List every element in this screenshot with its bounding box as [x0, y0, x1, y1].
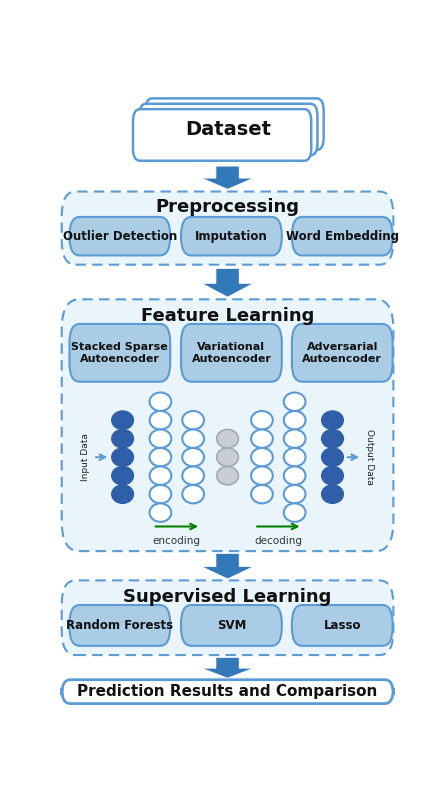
- Text: Output Data: Output Data: [365, 430, 374, 485]
- Text: SVM: SVM: [217, 619, 246, 632]
- Ellipse shape: [321, 448, 343, 466]
- Ellipse shape: [284, 430, 305, 448]
- Text: Adversarial
Autoencoder: Adversarial Autoencoder: [302, 342, 382, 364]
- Ellipse shape: [182, 485, 204, 503]
- Ellipse shape: [284, 448, 305, 466]
- Ellipse shape: [150, 430, 171, 448]
- Ellipse shape: [284, 485, 305, 503]
- FancyBboxPatch shape: [181, 217, 282, 256]
- Ellipse shape: [321, 430, 343, 448]
- Ellipse shape: [150, 411, 171, 430]
- Ellipse shape: [112, 448, 134, 466]
- Polygon shape: [202, 268, 254, 297]
- Ellipse shape: [150, 485, 171, 503]
- Ellipse shape: [321, 485, 343, 503]
- Ellipse shape: [284, 392, 305, 411]
- Ellipse shape: [321, 411, 343, 430]
- FancyBboxPatch shape: [69, 217, 170, 256]
- Ellipse shape: [182, 430, 204, 448]
- Ellipse shape: [284, 411, 305, 430]
- Ellipse shape: [284, 466, 305, 485]
- FancyBboxPatch shape: [62, 299, 393, 551]
- FancyBboxPatch shape: [292, 605, 392, 646]
- Ellipse shape: [112, 485, 134, 503]
- FancyBboxPatch shape: [181, 605, 282, 646]
- Ellipse shape: [217, 430, 238, 448]
- Text: Random Forests: Random Forests: [66, 619, 174, 632]
- Ellipse shape: [112, 466, 134, 485]
- Ellipse shape: [217, 466, 238, 485]
- Text: Variational
Autoencoder: Variational Autoencoder: [191, 342, 271, 364]
- FancyBboxPatch shape: [292, 324, 392, 382]
- FancyBboxPatch shape: [69, 324, 170, 382]
- Polygon shape: [202, 657, 254, 678]
- Ellipse shape: [112, 430, 134, 448]
- FancyBboxPatch shape: [62, 191, 393, 264]
- Ellipse shape: [217, 448, 238, 466]
- Ellipse shape: [182, 466, 204, 485]
- FancyBboxPatch shape: [62, 680, 393, 703]
- FancyBboxPatch shape: [133, 109, 311, 160]
- Ellipse shape: [182, 411, 204, 430]
- Ellipse shape: [112, 411, 134, 430]
- Ellipse shape: [150, 448, 171, 466]
- Text: Word Embedding: Word Embedding: [286, 229, 399, 243]
- Ellipse shape: [150, 392, 171, 411]
- Text: Imputation: Imputation: [195, 229, 268, 243]
- Text: decoding: decoding: [254, 536, 302, 545]
- FancyBboxPatch shape: [139, 104, 317, 156]
- Text: Lasso: Lasso: [324, 619, 361, 632]
- Polygon shape: [202, 553, 254, 579]
- Ellipse shape: [150, 503, 171, 522]
- Text: Dataset: Dataset: [185, 120, 271, 139]
- Text: Stacked Sparse
Autoencoder: Stacked Sparse Autoencoder: [71, 342, 168, 364]
- FancyBboxPatch shape: [145, 98, 324, 150]
- Ellipse shape: [251, 466, 273, 485]
- Text: Supervised Learning: Supervised Learning: [123, 588, 332, 607]
- Text: Prediction Results and Comparison: Prediction Results and Comparison: [77, 684, 378, 700]
- Ellipse shape: [284, 503, 305, 522]
- FancyBboxPatch shape: [292, 217, 392, 256]
- FancyBboxPatch shape: [69, 605, 170, 646]
- Ellipse shape: [251, 448, 273, 466]
- FancyBboxPatch shape: [62, 580, 393, 655]
- Ellipse shape: [251, 430, 273, 448]
- Text: Preprocessing: Preprocessing: [155, 198, 300, 216]
- FancyBboxPatch shape: [181, 324, 282, 382]
- Text: encoding: encoding: [153, 536, 201, 545]
- Ellipse shape: [251, 411, 273, 430]
- Polygon shape: [202, 166, 254, 189]
- Ellipse shape: [182, 448, 204, 466]
- Ellipse shape: [251, 485, 273, 503]
- Text: Feature Learning: Feature Learning: [141, 307, 314, 326]
- Ellipse shape: [321, 466, 343, 485]
- Text: Input Data: Input Data: [81, 434, 90, 481]
- Text: Outlier Detection: Outlier Detection: [63, 229, 177, 243]
- Ellipse shape: [150, 466, 171, 485]
